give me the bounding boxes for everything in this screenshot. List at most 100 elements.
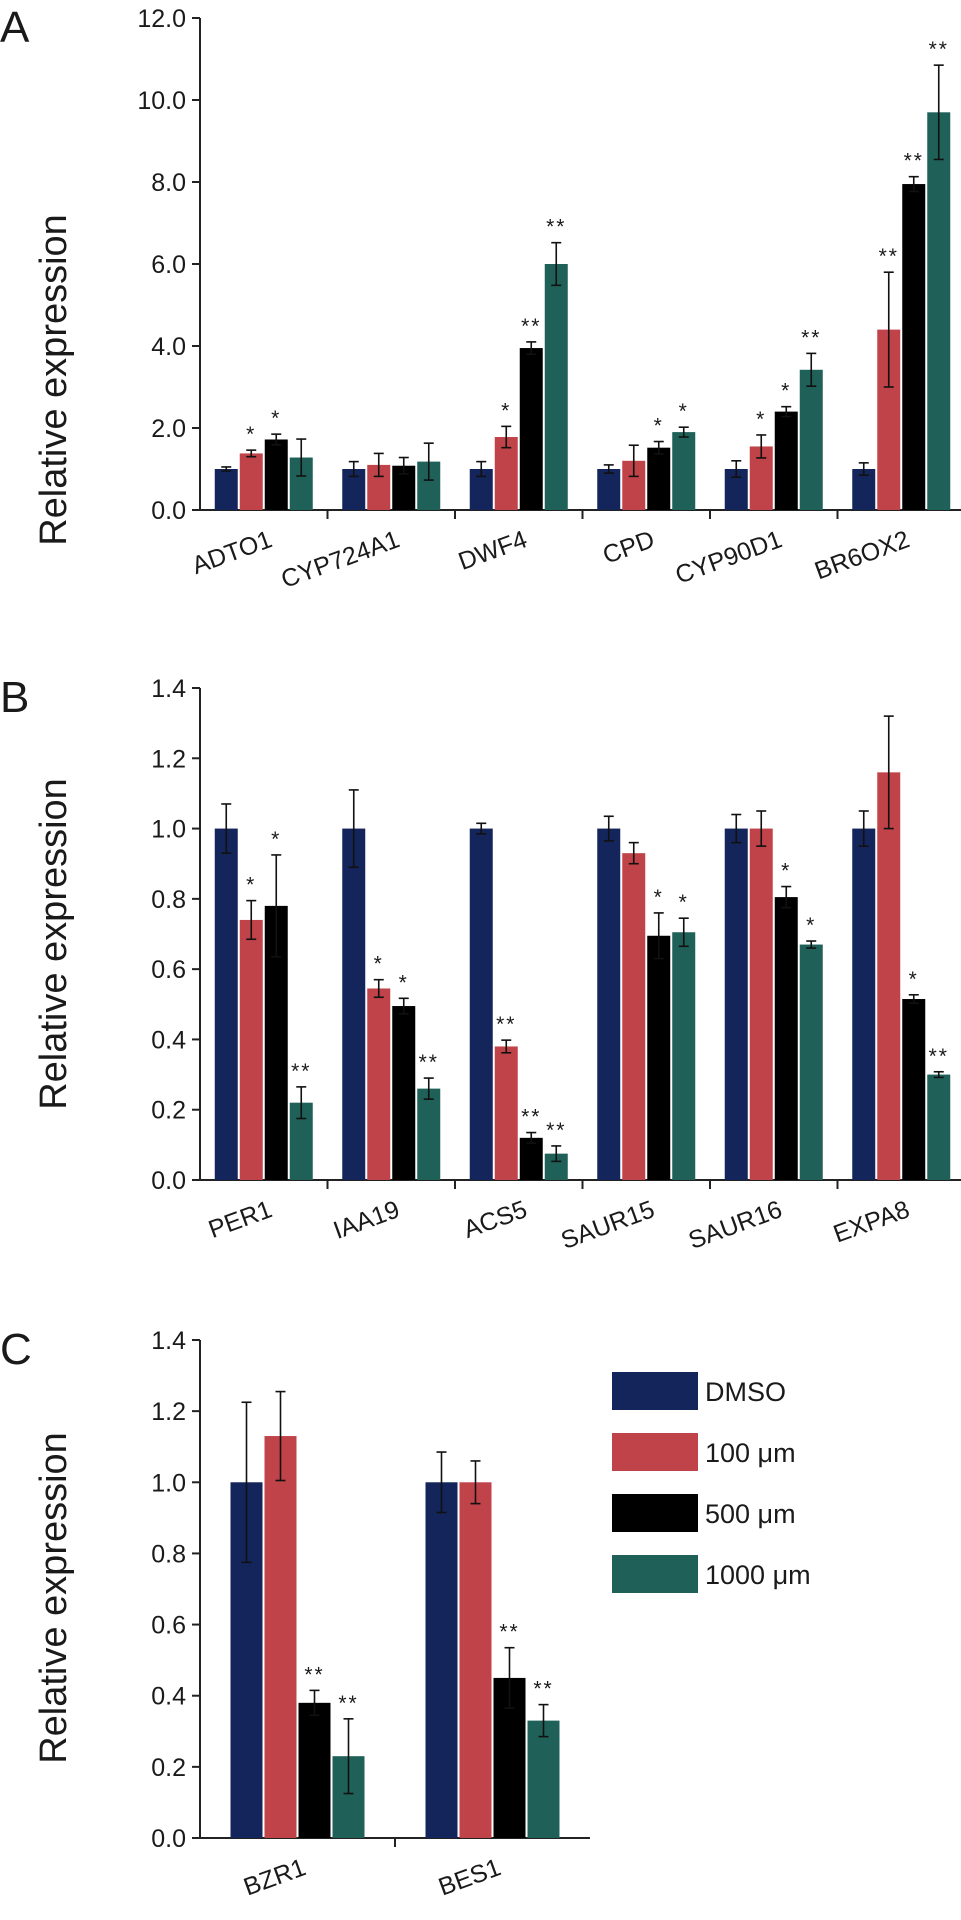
bar (519, 1137, 543, 1180)
significance-label: * (501, 399, 511, 422)
significance-label: ** (929, 38, 949, 61)
legend-swatch (612, 1372, 698, 1410)
bar (469, 828, 493, 1180)
legend-label: 500 μm (705, 1499, 796, 1529)
significance-label: ** (533, 1678, 553, 1701)
significance-label: * (654, 886, 664, 909)
y-tick-label: 0.0 (151, 497, 186, 525)
significance-label: * (781, 380, 791, 403)
bar (877, 329, 901, 510)
bar (749, 446, 773, 510)
significance-label: ** (496, 1013, 516, 1036)
y-tick-label: 8.0 (151, 169, 186, 197)
bar (544, 264, 568, 510)
x-tick-label: BES1 (435, 1853, 505, 1901)
panel-letter: A (0, 3, 30, 52)
bar (544, 1153, 568, 1180)
x-tick-label: CYP724A1 (277, 525, 403, 594)
y-tick-label: 0.4 (151, 1026, 186, 1054)
y-tick-label: 1.2 (151, 745, 186, 773)
bar (647, 935, 671, 1180)
y-axis-label: Relative expression (33, 778, 75, 1110)
y-tick-label: 4.0 (151, 333, 186, 361)
bar (724, 469, 748, 510)
bar (622, 853, 646, 1180)
significance-label: ** (879, 245, 899, 268)
panel-b: B Relative expression 0.0 0.2 0.4 0.6 0.8 1.0 1.… (0, 673, 961, 1255)
significance-label: ** (929, 1045, 949, 1068)
significance-label: ** (499, 1621, 519, 1644)
bar (902, 184, 926, 511)
y-tick-label: 1.0 (151, 1469, 186, 1497)
bar (774, 897, 798, 1180)
bar (342, 828, 366, 1180)
significance-label: ** (801, 326, 821, 349)
x-tick-label: ACS5 (460, 1195, 531, 1244)
significance-label: * (909, 968, 919, 991)
bar (494, 1046, 518, 1180)
x-tick-label: CYP90D1 (672, 525, 786, 589)
bar (597, 828, 621, 1180)
bar (392, 465, 416, 510)
bar (877, 772, 901, 1180)
panel-c: C Relative expression 0.0 0.2 0.4 0.6 0.8 1.0 1.… (0, 1325, 590, 1902)
x-tick-label: SAUR15 (557, 1195, 658, 1255)
significance-label: * (806, 914, 816, 937)
x-tick-label: BZR1 (240, 1853, 310, 1901)
y-tick-label: 1.0 (151, 816, 186, 844)
x-tick-label: EXPA8 (830, 1195, 914, 1248)
y-tick-label: 6.0 (151, 251, 186, 279)
bar (392, 1006, 416, 1180)
bar (469, 469, 493, 510)
y-tick-label: 0.0 (151, 1167, 186, 1195)
bar (527, 1720, 560, 1838)
panel-letter: B (0, 673, 29, 722)
bar (852, 469, 876, 510)
significance-label: ** (546, 1119, 566, 1142)
significance-label: * (246, 423, 256, 446)
significance-label: * (246, 874, 256, 897)
significance-label: * (679, 891, 689, 914)
bar (367, 988, 391, 1180)
x-tick-label: ADTO1 (188, 525, 275, 580)
bar (927, 1074, 951, 1180)
significance-label: * (756, 408, 766, 431)
bar (749, 828, 773, 1180)
y-tick-label: 0.8 (151, 1540, 186, 1568)
bar (417, 1088, 441, 1180)
legend-swatch (612, 1494, 698, 1532)
x-tick-label: BR6OX2 (811, 525, 913, 585)
significance-label: * (271, 407, 281, 430)
bar (239, 453, 263, 510)
panel-a: A Relative expression 0.0 2.0 4.0 6.0 8.0 10.0 1… (0, 3, 961, 594)
bar (647, 447, 671, 510)
legend-label: 1000 μm (705, 1560, 811, 1590)
significance-label: ** (904, 150, 924, 173)
y-tick-label: 0.2 (151, 1754, 186, 1782)
y-tick-label: 1.4 (151, 1327, 186, 1355)
bar (799, 369, 823, 510)
significance-label: * (781, 860, 791, 883)
bar (724, 828, 748, 1180)
legend-swatch (612, 1555, 698, 1593)
x-tick-label: DWF4 (455, 525, 531, 576)
bar (239, 919, 263, 1180)
y-tick-label: 1.4 (151, 675, 186, 703)
significance-label: ** (521, 315, 541, 338)
bar (622, 460, 646, 510)
y-tick-label: 1.2 (151, 1398, 186, 1426)
legend-swatch (612, 1433, 698, 1471)
legend-label: 100 μm (705, 1438, 796, 1468)
y-tick-label: 0.6 (151, 956, 186, 984)
panel-letter: C (0, 1325, 32, 1374)
bar (289, 457, 313, 510)
bar (264, 905, 288, 1180)
bar (519, 348, 543, 510)
bar (672, 432, 696, 510)
bar (852, 828, 876, 1180)
significance-label: ** (419, 1051, 439, 1074)
x-tick-label: PER1 (205, 1195, 276, 1244)
significance-label: * (679, 400, 689, 423)
significance-label: ** (546, 216, 566, 239)
bar (672, 932, 696, 1180)
